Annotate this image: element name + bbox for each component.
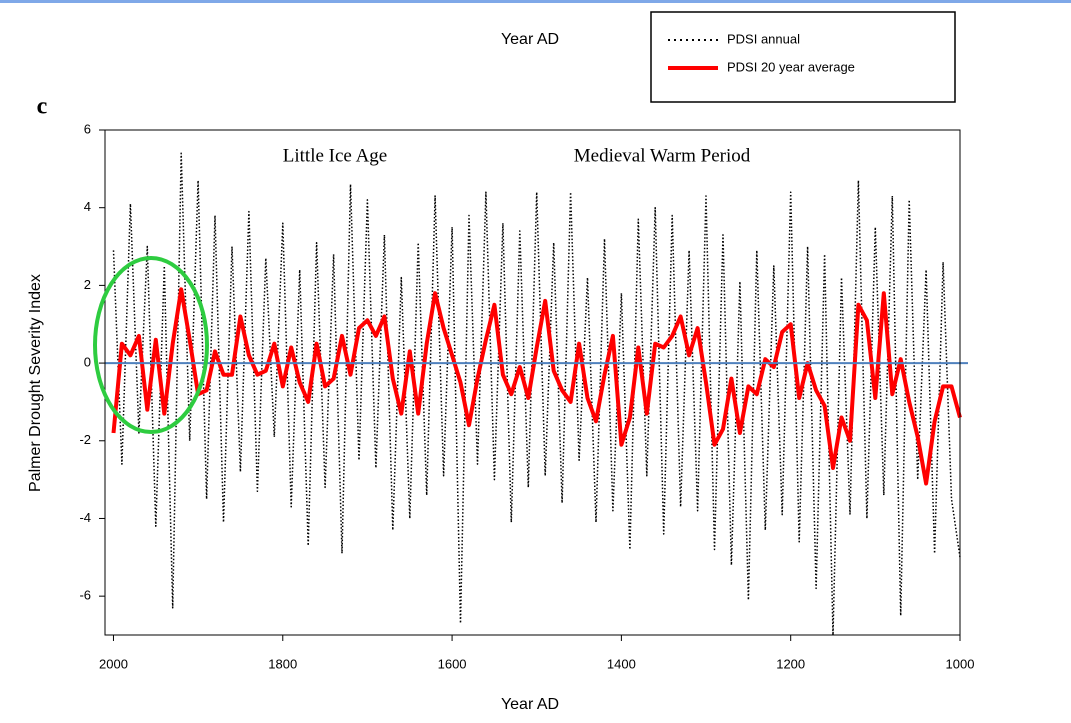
x-tick-label: 2000: [99, 656, 128, 671]
plot-frame: [104, 129, 961, 636]
y-tick-label: -2: [79, 432, 91, 447]
top-border: [0, 0, 1071, 3]
annotation: Medieval Warm Period: [574, 145, 751, 166]
legend-label: PDSI 20 year average: [727, 59, 855, 74]
legend-label: PDSI annual: [727, 31, 800, 46]
x-axis-label: Year AD: [501, 696, 559, 713]
y-tick-label: 0: [84, 355, 91, 370]
panel-label: c: [37, 94, 48, 120]
x-tick-label: 1800: [268, 656, 297, 671]
annotation: Little Ice Age: [283, 145, 387, 166]
y-tick-label: -6: [79, 588, 91, 603]
series-line: [111, 287, 962, 486]
legend-box: [650, 11, 956, 103]
y-axis-label: Palmer Drought Severity Index: [27, 274, 44, 492]
series-line: [112, 152, 961, 636]
highlight-circle: [93, 256, 209, 434]
x-tick-label: 1200: [776, 656, 805, 671]
y-tick-label: 2: [84, 277, 91, 292]
y-tick-label: 6: [84, 121, 91, 136]
y-tick-label: 4: [84, 199, 91, 214]
x-tick-label: 1000: [946, 656, 975, 671]
x-tick-label: 1600: [438, 656, 467, 671]
top-label: Year AD: [501, 31, 559, 48]
y-tick-label: -4: [79, 510, 91, 525]
x-tick-label: 1400: [607, 656, 636, 671]
